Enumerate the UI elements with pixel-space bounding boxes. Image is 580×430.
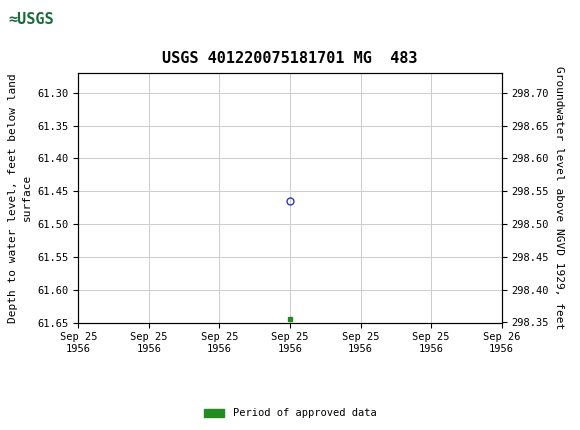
Text: ≈USGS: ≈USGS [8, 12, 54, 28]
Y-axis label: Depth to water level, feet below land
surface: Depth to water level, feet below land su… [8, 73, 32, 322]
Y-axis label: Groundwater level above NGVD 1929, feet: Groundwater level above NGVD 1929, feet [554, 66, 564, 329]
Bar [3, 3, 93, 37]
Title: USGS 401220075181701 MG  483: USGS 401220075181701 MG 483 [162, 51, 418, 66]
Legend: Period of approved data: Period of approved data [200, 404, 380, 423]
